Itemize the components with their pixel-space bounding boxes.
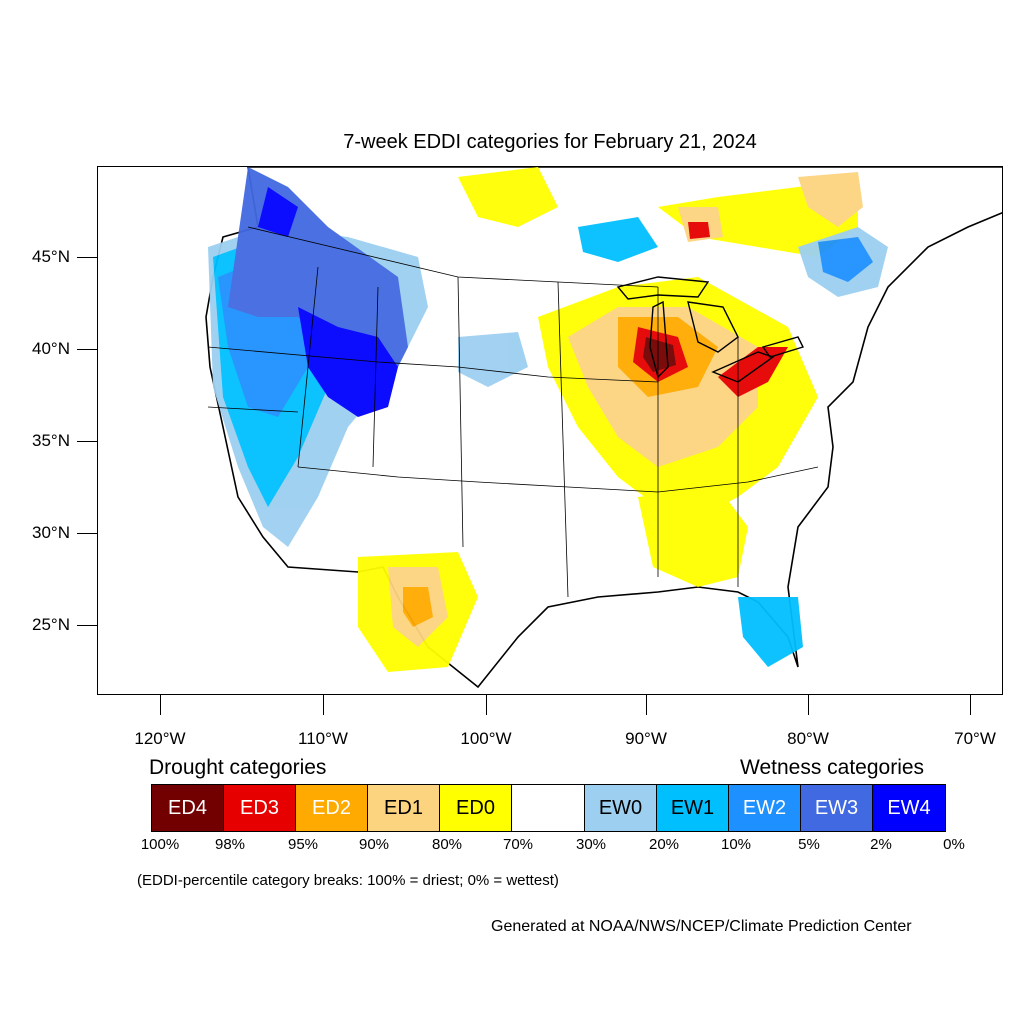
legend-ew1: EW1 xyxy=(657,785,729,831)
lon-tick xyxy=(808,695,809,715)
lat-tick xyxy=(77,257,97,258)
legend-ed2: ED2 xyxy=(296,785,368,831)
great-lakes xyxy=(616,276,804,383)
lat-label-35n: 35°N xyxy=(32,431,70,450)
legend-ed4: ED4 xyxy=(152,785,224,831)
wetness-east xyxy=(458,217,888,667)
lon-label-100w: 100°W xyxy=(460,729,512,748)
pct-label: 0% xyxy=(943,836,965,853)
lon-label-80w: 80°W xyxy=(787,729,829,748)
wetness-west xyxy=(208,167,428,547)
lat-tick xyxy=(77,349,97,350)
drought-categories-heading: Drought categories xyxy=(149,756,327,779)
legend-ed0: ED0 xyxy=(440,785,512,831)
lon-label-110w: 110°W xyxy=(298,729,348,748)
pct-label: 98% xyxy=(214,836,246,853)
pct-label: 30% xyxy=(575,836,607,853)
credit-line: Generated at NOAA/NWS/NCEP/Climate Predi… xyxy=(491,918,912,935)
lon-tick xyxy=(160,695,161,715)
wetness-categories-heading: Wetness categories xyxy=(740,756,925,779)
lon-label-90w: 90°W xyxy=(625,729,667,748)
pct-label: 10% xyxy=(720,836,752,853)
lon-tick xyxy=(970,695,971,715)
drought-east xyxy=(358,167,863,672)
legend-ew2: EW2 xyxy=(729,785,801,831)
map-title: 7-week EDDI categories for February 21, … xyxy=(343,131,757,153)
pct-label: 80% xyxy=(431,836,463,853)
legend-ew4: EW4 xyxy=(873,785,945,831)
eddi-map xyxy=(97,166,1003,695)
category-legend: ED4 ED3 ED2 ED1 ED0 EW0 EW1 EW2 EW3 EW4 xyxy=(151,784,946,832)
pct-label: 95% xyxy=(287,836,319,853)
lon-label-120w: 120°W xyxy=(134,729,186,748)
legend-ed1: ED1 xyxy=(368,785,440,831)
lat-tick xyxy=(77,625,97,626)
lon-tick xyxy=(323,695,324,715)
pct-label: 100% xyxy=(140,836,180,853)
pct-label: 2% xyxy=(870,836,892,853)
lat-tick xyxy=(77,533,97,534)
lat-label-45n: 45°N xyxy=(32,247,70,266)
state-boundaries xyxy=(207,226,819,598)
legend-neutral xyxy=(512,785,585,831)
lon-tick xyxy=(486,695,487,715)
lat-label-25n: 25°N xyxy=(32,615,70,634)
lat-tick xyxy=(77,441,97,442)
lat-label-30n: 30°N xyxy=(32,523,70,542)
lon-label-70w: 70°W xyxy=(954,729,996,748)
pct-label: 70% xyxy=(502,836,534,853)
pct-label: 90% xyxy=(358,836,390,853)
legend-ew3: EW3 xyxy=(801,785,873,831)
lat-label-40n: 40°N xyxy=(32,339,70,358)
legend-ew0: EW0 xyxy=(585,785,657,831)
category-note: (EDDI-percentile category breaks: 100% =… xyxy=(137,872,559,889)
lon-tick xyxy=(646,695,647,715)
pct-label: 20% xyxy=(648,836,680,853)
pct-label: 5% xyxy=(798,836,820,853)
legend-ed3: ED3 xyxy=(224,785,296,831)
